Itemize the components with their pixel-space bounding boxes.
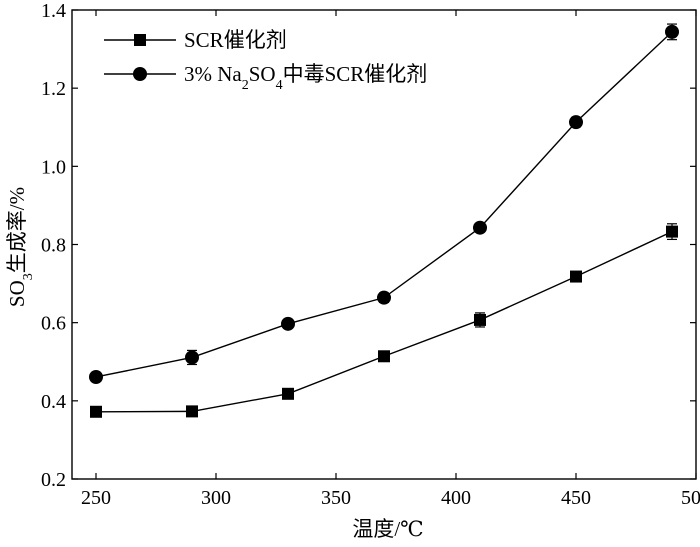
data-point-square — [90, 405, 102, 418]
x-tick-label: 500 — [681, 487, 700, 509]
y-axis-title: SO3生成率/% — [5, 187, 36, 307]
series-line — [95, 230, 673, 413]
data-point-square — [282, 387, 294, 400]
y-tick-label: 1.2 — [41, 78, 66, 100]
data-point-circle — [569, 115, 583, 130]
y-axis-ticks: 0.2 0.4 0.6 0.8 1.0 1.2 1.4 — [41, 0, 696, 491]
data-point-circle — [185, 350, 199, 365]
x-tick-label: 450 — [561, 487, 591, 509]
y-tick-label: 0.4 — [41, 391, 66, 413]
series-1 — [90, 223, 678, 418]
legend-marker-square — [134, 34, 146, 46]
data-point-square — [186, 405, 198, 418]
data-point-square — [666, 225, 678, 238]
data-point-circle — [281, 316, 295, 331]
legend-label-series-2: 3% Na2SO4中毒SCR催化剂 — [184, 62, 427, 93]
data-point-square — [474, 313, 486, 326]
x-tick-label: 250 — [81, 487, 111, 509]
y-tick-label: 1.0 — [41, 156, 66, 178]
y-tick-label: 0.6 — [41, 313, 66, 335]
y-axis-title-subscript: 3 — [21, 273, 36, 280]
data-point-square — [378, 350, 390, 363]
legend-label-series-1: SCR催化剂 — [184, 28, 287, 52]
data-point-circle — [89, 369, 103, 384]
y-tick-label: 1.4 — [41, 0, 66, 22]
y-axis-title-main: SO — [5, 280, 29, 307]
x-tick-label: 300 — [201, 487, 231, 509]
x-tick-label: 400 — [441, 487, 471, 509]
series-2 — [89, 23, 679, 384]
y-tick-label: 0.2 — [41, 469, 66, 491]
series-area — [89, 23, 679, 418]
data-point-circle — [377, 290, 391, 305]
legend: SCR催化剂 3% Na2SO4中毒SCR催化剂 — [104, 28, 427, 93]
y-tick-label: 0.8 — [41, 235, 66, 257]
x-tick-label: 350 — [321, 487, 351, 509]
x-axis-ticks: 250 300 350 400 450 500 — [81, 10, 700, 509]
legend-marker-circle — [133, 67, 147, 81]
data-point-circle — [473, 220, 487, 235]
data-point-circle — [665, 24, 679, 39]
y-axis-title-rest: 生成率/% — [5, 187, 29, 273]
x-axis-title: 温度/℃ — [352, 517, 423, 541]
data-point-square — [570, 270, 582, 283]
